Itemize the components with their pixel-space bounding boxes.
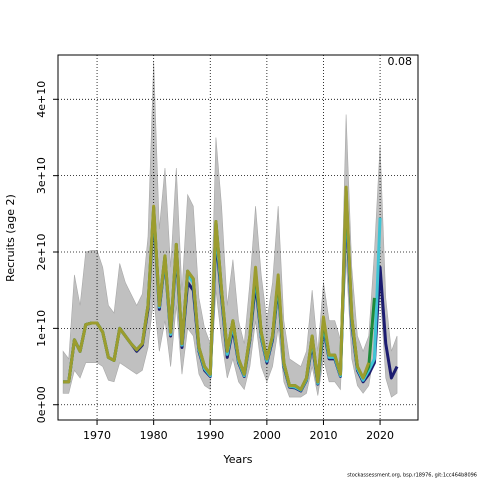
y-tick-label: 0e+00 [35,386,48,423]
x-tick-label: 1970 [83,429,111,442]
x-tick-label: 2000 [253,429,281,442]
y-tick-label: 2e+10 [35,234,48,271]
annotation: 0.08 [388,55,413,68]
x-tick-label: 1990 [196,429,224,442]
x-axis-label: Years [222,453,252,466]
y-axis-label: Recruits (age 2) [4,194,17,282]
y-tick-label: 1e+10 [35,310,48,347]
plot-border [57,54,419,421]
series-line [63,185,371,391]
x-tick-label: 2020 [366,429,394,442]
y-tick-label: 4e+10 [35,81,48,118]
y-tick-label: 3e+10 [35,157,48,194]
footer: stockassessment.org, bsp.r18976, git:1cc… [347,473,477,479]
x-tick-label: 2010 [309,429,337,442]
x-tick-label: 1980 [140,429,168,442]
